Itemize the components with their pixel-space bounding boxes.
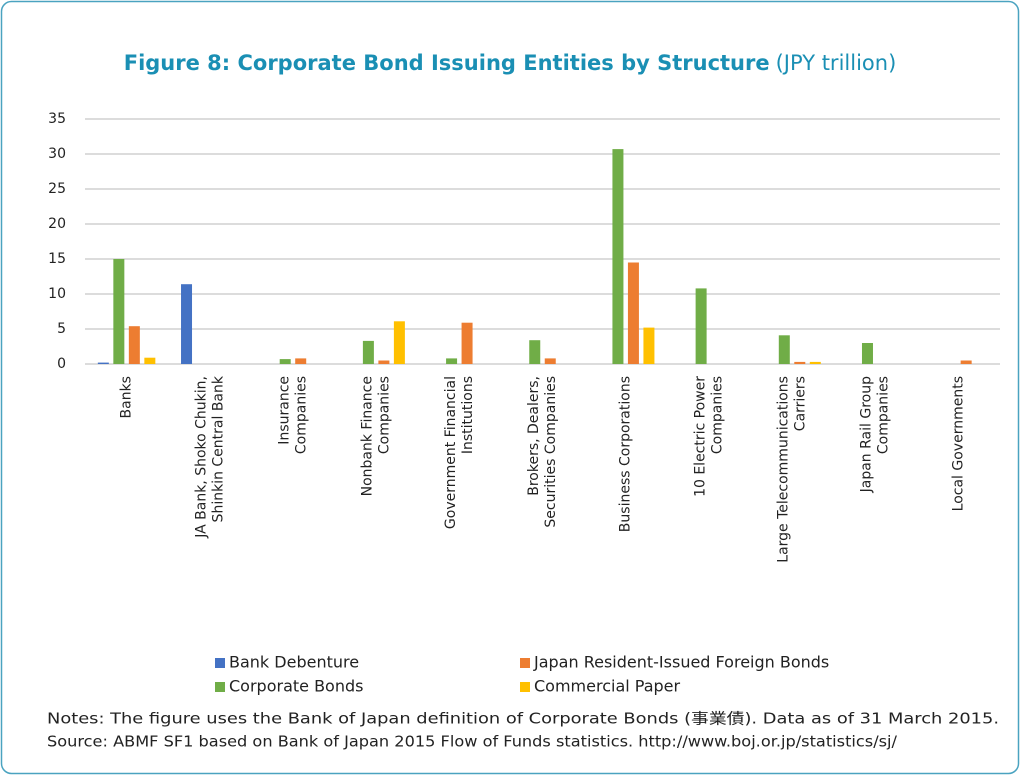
bar <box>295 358 307 364</box>
legend-swatch <box>520 682 530 692</box>
bar <box>643 327 655 364</box>
legend-label: Bank Debenture <box>229 653 359 672</box>
note: Source: ABMF SF1 based on Bank of Japan … <box>47 733 898 751</box>
x-tick-label: Companies <box>293 376 309 454</box>
bar <box>113 259 125 364</box>
x-tick-label: Carriers <box>793 376 809 431</box>
bar <box>861 343 873 364</box>
x-tick-label: JA Bank, Shoko Chukin, <box>193 376 209 539</box>
x-tick-label: Securities Companies <box>543 376 559 528</box>
bar <box>128 326 140 364</box>
x-tick-label: Brokers, Dealers, <box>526 376 542 496</box>
bar <box>461 322 473 364</box>
y-tick-label: 20 <box>48 216 66 232</box>
x-tick-label: Japan Rail Group <box>859 376 875 493</box>
y-tick-label: 10 <box>48 286 66 302</box>
x-tick-label: Companies <box>876 376 892 454</box>
y-tick-label: 30 <box>48 146 66 162</box>
legend-swatch <box>520 658 530 668</box>
bar <box>809 361 821 364</box>
chart-heading: Figure 8: Corporate Bond Issuing Entitie… <box>124 51 897 75</box>
x-tick-label: Institutions <box>460 376 476 454</box>
legend-label: Corporate Bonds <box>229 677 363 696</box>
x-tick-label: Nonbank Finance <box>360 376 376 496</box>
bar <box>393 321 405 364</box>
bar <box>627 262 639 364</box>
bar <box>612 149 624 364</box>
bar <box>778 335 790 364</box>
bar <box>695 288 707 364</box>
x-tick-label: Local Governments <box>950 376 966 511</box>
y-tick-label: 25 <box>48 181 66 197</box>
bar <box>181 284 193 364</box>
x-tick-label: Large Telecommunications <box>776 376 792 563</box>
bar <box>544 358 556 364</box>
bar <box>279 359 291 364</box>
y-tick-label: 15 <box>48 251 66 267</box>
bar <box>794 361 806 364</box>
x-tick-label: Government Financial <box>443 376 459 529</box>
bar <box>362 340 374 364</box>
bar <box>144 357 156 364</box>
bar <box>529 340 541 364</box>
bar <box>446 358 458 364</box>
chart-title: Figure 8: Corporate Bond Issuing Entitie… <box>124 51 770 75</box>
y-tick-label: 35 <box>48 111 66 127</box>
chart-subtitle: (JPY trillion) <box>776 51 897 75</box>
x-tick-label: Insurance <box>276 376 292 445</box>
x-tick-label: Shinkin Central Bank <box>210 375 226 522</box>
legend-swatch <box>215 682 225 692</box>
y-tick-label: 5 <box>57 321 66 337</box>
bar <box>378 360 390 364</box>
legend-swatch <box>215 658 225 668</box>
x-tick-label: 10 Electric Power <box>692 376 708 497</box>
legend-label: Commercial Paper <box>534 677 681 696</box>
x-tick-label: Business Corporations <box>618 376 634 532</box>
y-tick-label: 0 <box>57 356 66 372</box>
x-tick-label: Companies <box>709 376 725 454</box>
legend-label: Japan Resident-Issued Foreign Bonds <box>533 653 829 672</box>
note: Notes: The figure uses the Bank of Japan… <box>47 710 999 728</box>
bar <box>97 362 109 364</box>
x-tick-label: Companies <box>377 376 393 454</box>
x-tick-label: Banks <box>119 376 135 418</box>
bar <box>960 360 972 364</box>
